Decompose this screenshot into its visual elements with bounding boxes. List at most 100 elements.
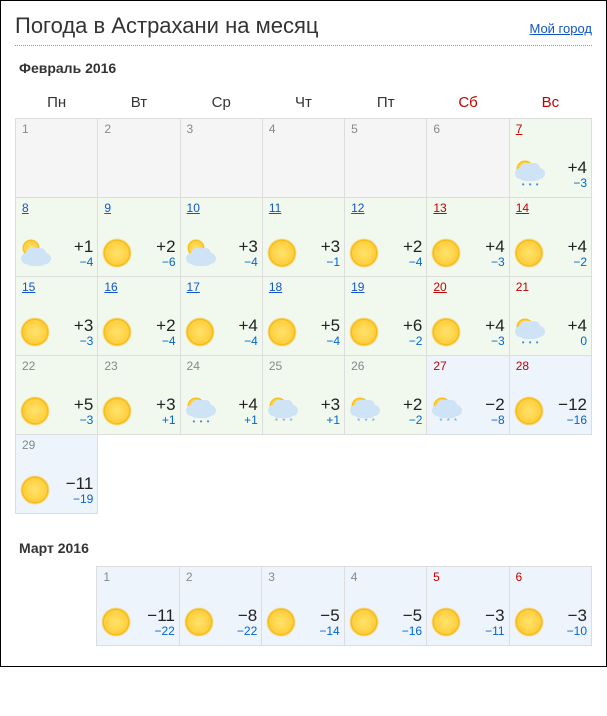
calendar-day: 5−3−11 xyxy=(427,567,509,646)
weekday-header: Пт xyxy=(345,86,427,119)
calendar-day[interactable]: 9 +2−6 xyxy=(98,198,180,277)
day-number: 1 xyxy=(103,570,110,584)
temp-high: +3 xyxy=(321,395,340,415)
day-content: * * *−2−8 xyxy=(431,395,504,428)
day-number: 27 xyxy=(433,359,446,373)
day-content: +3−4 xyxy=(185,237,258,270)
day-content: +3+1 xyxy=(102,395,175,428)
temp-low: +1 xyxy=(326,414,340,428)
temp-low: −2 xyxy=(409,414,423,428)
day-number: 22 xyxy=(22,359,35,373)
calendar-day[interactable]: 20+4−3 xyxy=(427,277,509,356)
calendar-table: 1−11−222−8−223−5−144−5−165−3−116−3−10 xyxy=(15,566,592,646)
sun-icon xyxy=(184,607,214,637)
temp-low: −22 xyxy=(154,625,174,639)
temp-high: +4 xyxy=(485,316,504,336)
rain-icon: • • • xyxy=(514,159,544,189)
sun-icon xyxy=(514,396,544,426)
day-number[interactable]: 20 xyxy=(433,280,446,294)
temp-low: −4 xyxy=(162,335,176,349)
day-number: 23 xyxy=(104,359,117,373)
day-number[interactable]: 19 xyxy=(351,280,364,294)
sun-icon xyxy=(349,317,379,347)
temp-high: −11 xyxy=(66,474,94,494)
calendar-day[interactable]: 11+3−1 xyxy=(262,198,344,277)
temp-high: −3 xyxy=(568,606,587,626)
sun-icon xyxy=(514,607,544,637)
temp-low: −3 xyxy=(573,177,587,191)
day-content: +1−4 xyxy=(20,237,93,270)
temp-low: −3 xyxy=(80,414,94,428)
temp-high: +5 xyxy=(74,395,93,415)
day-number[interactable]: 9 xyxy=(104,201,111,215)
day-number[interactable]: 18 xyxy=(269,280,282,294)
day-number[interactable]: 8 xyxy=(22,201,29,215)
temp-high: +5 xyxy=(321,316,340,336)
temp-low: −8 xyxy=(491,414,505,428)
temp-high: +3 xyxy=(321,237,340,257)
sun-icon xyxy=(185,317,215,347)
calendar-day[interactable]: 18 +5−4 xyxy=(262,277,344,356)
calendar-day: 21• • •+40 xyxy=(509,277,591,356)
sun-icon xyxy=(102,396,132,426)
calendar-day[interactable]: 14+4−2 xyxy=(509,198,591,277)
day-number[interactable]: 7 xyxy=(516,122,523,136)
day-number[interactable]: 13 xyxy=(433,201,446,215)
calendar-day[interactable]: 8 +1−4 xyxy=(16,198,98,277)
day-number[interactable]: 11 xyxy=(269,201,281,215)
day-content: +3−3 xyxy=(20,316,93,349)
temp-high: +4 xyxy=(238,316,257,336)
day-content: * * *+2−2 xyxy=(349,395,422,428)
day-content: −11−22 xyxy=(101,606,174,639)
temp-low: −4 xyxy=(326,335,340,349)
day-content: −3−11 xyxy=(431,606,504,639)
calendar-day: 2 xyxy=(98,119,180,198)
calendar-day[interactable]: 12+2−4 xyxy=(345,198,427,277)
temp-low: +1 xyxy=(244,414,258,428)
snow-icon: * * * xyxy=(267,396,297,426)
calendar-day[interactable]: 13 +4−3 xyxy=(427,198,509,277)
calendar-day[interactable]: 17 +4−4 xyxy=(180,277,262,356)
temp-high: +2 xyxy=(403,395,422,415)
calendar-day[interactable]: 7 • • • +4−3 xyxy=(509,119,591,198)
month-title: Февраль 2016 xyxy=(19,60,592,76)
day-content: +4−3 xyxy=(431,237,504,270)
day-number: 4 xyxy=(351,570,358,584)
calendar-day[interactable]: 15 +3−3 xyxy=(16,277,98,356)
temp-high: +2 xyxy=(156,237,175,257)
rain-icon: • • • xyxy=(514,317,544,347)
temp-low: +1 xyxy=(162,414,176,428)
calendar-day[interactable]: 16 +2−4 xyxy=(98,277,180,356)
day-content: +5−3 xyxy=(20,395,93,428)
day-content: −3−10 xyxy=(514,606,587,639)
sun-icon xyxy=(266,607,296,637)
day-content: −12−16 xyxy=(514,395,587,428)
day-content: +4−4 xyxy=(185,316,258,349)
partly-cloudy-icon xyxy=(20,238,50,268)
calendar-day: 4 xyxy=(262,119,344,198)
temp-high: +3 xyxy=(74,316,93,336)
day-number[interactable]: 16 xyxy=(104,280,117,294)
calendar-day: 23 +3+1 xyxy=(98,356,180,435)
day-number: 29 xyxy=(22,438,35,452)
day-number[interactable]: 12 xyxy=(351,201,364,215)
sun-icon xyxy=(20,475,50,505)
sun-icon xyxy=(102,317,132,347)
day-content: +2−4 xyxy=(102,316,175,349)
calendar-day: 1 −11−22 xyxy=(97,567,179,646)
day-number[interactable]: 17 xyxy=(187,280,200,294)
page-title: Погода в Астрахани на месяц xyxy=(15,13,318,39)
my-city-link[interactable]: Мой город xyxy=(529,21,592,36)
calendar-day: 24• • •+4+1 xyxy=(180,356,262,435)
temp-high: −11 xyxy=(147,606,175,626)
day-number[interactable]: 10 xyxy=(187,201,200,215)
temp-high: +4 xyxy=(568,158,587,178)
day-content: −11−19 xyxy=(20,474,93,507)
temp-low: −6 xyxy=(162,256,176,270)
calendar-day: 3 xyxy=(180,119,262,198)
weather-widget: Погода в Астрахани на месяц Мой город Фе… xyxy=(0,0,607,667)
calendar-day[interactable]: 10 +3−4 xyxy=(180,198,262,277)
calendar-day[interactable]: 19+6−2 xyxy=(345,277,427,356)
day-number[interactable]: 14 xyxy=(516,201,529,215)
day-number[interactable]: 15 xyxy=(22,280,35,294)
